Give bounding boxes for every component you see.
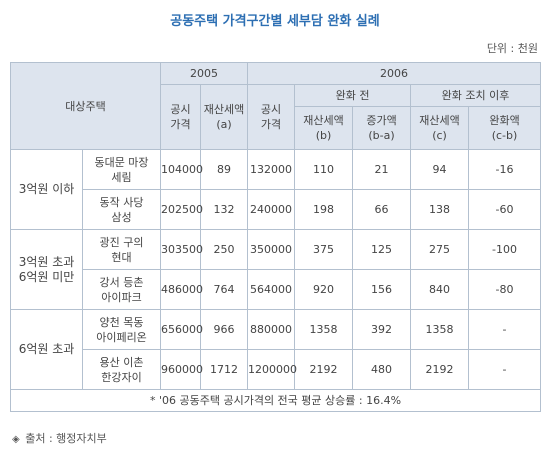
- pub-price-2005: 656000: [160, 309, 203, 350]
- relief-cb: -: [468, 309, 542, 350]
- house-name: 광진 구의 현대: [81, 229, 162, 270]
- header-target: 대상주택: [9, 62, 162, 150]
- source-line: ◈ 출처 : 행정자치부: [12, 430, 107, 446]
- relief-cb: -100: [468, 229, 542, 270]
- pub-price-2006: 350000: [247, 229, 296, 270]
- table-row: 동작 사당 삼성 202500 132 240000 198 66 138 -60: [11, 189, 542, 230]
- prop-tax-a: 132: [200, 189, 249, 230]
- table-row: 3억원 초과 6억원 미만 광진 구의 현대 303500 250 350000 3…: [10, 229, 542, 310]
- prop-tax-a: 250: [200, 229, 249, 270]
- prop-tax-a: 966: [200, 309, 249, 350]
- header-pub-price-2006: 공시 가격: [247, 84, 296, 150]
- header-prop-tax-c: 재산세액 (c): [410, 106, 470, 150]
- pub-price-2005: 960000: [160, 349, 203, 390]
- header-relief-cb: 완화액 (c-b): [468, 106, 542, 150]
- header-pub-price-2005: 공시 가격: [160, 84, 202, 150]
- header-prop-tax-a: 재산세액 (a): [200, 84, 249, 150]
- house-name: 동작 사당 삼성: [81, 189, 162, 230]
- footnote-row: * '06 공동주택 공시가격의 전국 평균 상승률 : 16.4%: [9, 389, 542, 412]
- prop-tax-c: 138: [410, 189, 470, 230]
- relief-cb: -: [468, 349, 542, 390]
- group-label: 6억원 초과: [10, 309, 83, 390]
- prop-tax-b: 2192: [294, 349, 354, 390]
- group-label: 3억원 이하: [10, 149, 83, 230]
- house-name: 강서 등촌 아이파크: [81, 269, 162, 310]
- prop-tax-b: 110: [294, 149, 354, 190]
- unit-label: 단위 : 천원: [486, 42, 538, 55]
- header-prop-tax-b: 재산세액 (b): [294, 106, 354, 150]
- house-name: 용산 이촌 한강자이: [81, 349, 162, 390]
- increase-ba: 156: [352, 269, 412, 310]
- increase-ba: 480: [352, 349, 412, 390]
- prop-tax-c: 94: [410, 149, 470, 190]
- prop-tax-b: 198: [294, 189, 354, 230]
- header-row-columns: 재산세액 (b) 증가액 (b-a) 재산세액 (c) 완화액 (c-b): [11, 106, 542, 150]
- page-title: 공동주택 가격구간별 세부담 완화 실례: [170, 14, 380, 29]
- pub-price-2006: 880000: [247, 309, 296, 350]
- footnote: * '06 공동주택 공시가격의 전국 평균 상승률 : 16.4%: [9, 389, 542, 412]
- prop-tax-c: 840: [410, 269, 470, 310]
- diamond-icon: ◈: [12, 434, 20, 445]
- prop-tax-a: 764: [200, 269, 249, 310]
- header-2005: 2005: [160, 62, 249, 85]
- source-text: 출처 : 행정자치부: [25, 432, 107, 445]
- header-2006: 2006: [247, 62, 542, 85]
- prop-tax-b: 920: [294, 269, 354, 310]
- prop-tax-a: 89: [200, 149, 249, 190]
- table-row: 용산 이촌 한강자이 960000 1712 1200000 2192 480 2…: [11, 349, 542, 390]
- table-row: 강서 등촌 아이파크 486000 764 564000 920 156 840 …: [11, 269, 542, 310]
- increase-ba: 66: [352, 189, 412, 230]
- pub-price-2005: 202500: [160, 189, 203, 230]
- pub-price-2005: 486000: [160, 269, 203, 310]
- header-after: 완화 조치 이후: [410, 84, 542, 107]
- pub-price-2006: 132000: [247, 149, 296, 190]
- relief-cb: -16: [468, 149, 542, 190]
- pub-price-2006: 240000: [247, 189, 296, 230]
- increase-ba: 125: [352, 229, 412, 270]
- header-row-years: 대상주택 2005 2006: [9, 62, 542, 150]
- pub-price-2005: 104000: [160, 149, 203, 190]
- prop-tax-b: 375: [294, 229, 354, 270]
- prop-tax-c: 275: [410, 229, 470, 270]
- increase-ba: 21: [352, 149, 412, 190]
- header-increase-ba: 증가액 (b-a): [352, 106, 412, 150]
- increase-ba: 392: [352, 309, 412, 350]
- prop-tax-b: 1358: [294, 309, 354, 350]
- pub-price-2006: 1200000: [247, 349, 297, 390]
- tax-table: 대상주택 2005 2006 공시 가격 재산세액 (a) 공시 가격 완화 전 완화…: [9, 62, 542, 412]
- group-label: 3억원 초과 6억원 미만: [10, 229, 83, 310]
- table-row: 6억원 초과 양천 목동 아이페리온 656000 966 880000 1358…: [10, 309, 542, 390]
- prop-tax-a: 1712: [200, 349, 249, 390]
- pub-price-2005: 303500: [160, 229, 203, 270]
- prop-tax-c: 2192: [410, 349, 470, 390]
- house-name: 동대문 마장 세림: [81, 149, 162, 190]
- relief-cb: -60: [468, 189, 542, 230]
- pub-price-2006: 564000: [247, 269, 296, 310]
- table-row: 3억원 이하 동대문 마장 세림 104000 89 132000 110 21 …: [10, 149, 542, 230]
- relief-cb: -80: [468, 269, 542, 310]
- header-row-phase: 공시 가격 재산세액 (a) 공시 가격 완화 전 완화 조치 이후: [11, 84, 542, 150]
- prop-tax-c: 1358: [410, 309, 470, 350]
- house-name: 양천 목동 아이페리온: [81, 309, 162, 350]
- header-before: 완화 전: [294, 84, 412, 107]
